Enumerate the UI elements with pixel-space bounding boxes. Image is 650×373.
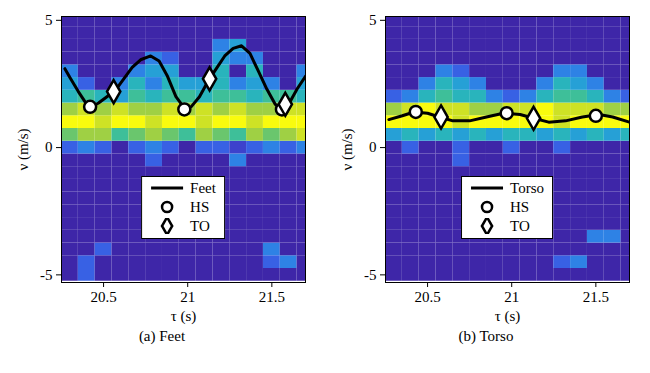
- svg-text:-5: -5: [364, 267, 377, 283]
- svg-text:21: 21: [180, 289, 195, 305]
- html-text:(a) Feet: (a) Feet: [138, 328, 186, 344]
- html-text:Feet: Feet: [190, 179, 216, 196]
- svg-text:20.5: 20.5: [414, 289, 440, 305]
- html-text:TO: TO: [510, 217, 530, 234]
- svg-text:-5: -5: [40, 267, 53, 283]
- svg-text:5: 5: [369, 12, 377, 28]
- html-text:HS: HS: [510, 198, 530, 215]
- svg-text:20.5: 20.5: [90, 289, 116, 305]
- svg-text:21.5: 21.5: [259, 289, 285, 305]
- svg-text:5: 5: [45, 12, 53, 28]
- svg-text:0: 0: [45, 139, 53, 155]
- svg-text:0: 0: [369, 139, 377, 155]
- svg-text:τ (s): τ (s): [495, 308, 521, 325]
- svg-text:ν (m/s): ν (m/s): [15, 128, 32, 170]
- html-text:TO: TO: [190, 217, 210, 234]
- html-text:(b) Torso: (b) Torso: [458, 328, 514, 344]
- svg-text:ν (m/s): ν (m/s): [339, 128, 356, 170]
- html-text:HS: HS: [190, 198, 210, 215]
- svg-text:τ (s): τ (s): [171, 308, 197, 325]
- svg-text:21.5: 21.5: [583, 289, 609, 305]
- svg-text:21: 21: [504, 289, 519, 305]
- html-text:Torso: Torso: [510, 179, 544, 196]
